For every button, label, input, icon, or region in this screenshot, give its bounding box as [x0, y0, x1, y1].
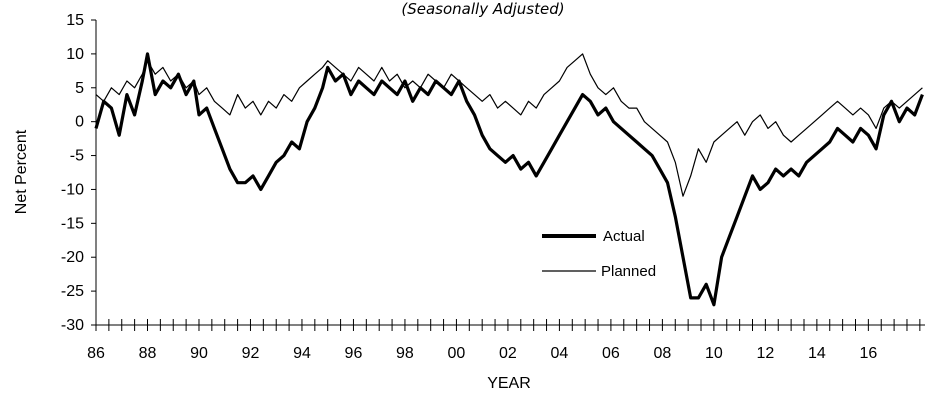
- x-tick-label: 02: [499, 345, 517, 362]
- x-tick-label: 90: [190, 345, 208, 362]
- series-line-actual: [94, 52, 924, 307]
- x-tick-label: 12: [756, 345, 774, 362]
- x-tick-label: 04: [551, 345, 569, 362]
- y-tick-label: -10: [61, 181, 84, 198]
- x-tick-label: 14: [808, 345, 826, 362]
- y-tick-label: -15: [61, 215, 84, 232]
- x-ticks: 86 88 90 92 94 96 98 00 02 04 06 08 10 12 14 16: [87, 319, 921, 362]
- x-axis-title: YEAR: [487, 375, 531, 392]
- y-tick-label: 0: [75, 114, 84, 131]
- series-layer: [94, 52, 924, 307]
- series-line-planned: [95, 53, 923, 197]
- y-tick-label: 10: [66, 46, 84, 63]
- y-tick-label: 5: [75, 80, 84, 97]
- y-axis-title: Net Percent: [13, 129, 30, 214]
- y-ticks: 15 10 5 0 -5 -10 -15 -20 -25 -30: [61, 12, 96, 334]
- x-tick-label: 08: [653, 345, 671, 362]
- y-tick-label: -20: [61, 249, 84, 266]
- legend: Actual Planned: [542, 228, 656, 280]
- y-tick-label: -25: [61, 283, 84, 300]
- legend-actual-label: Actual: [603, 228, 645, 245]
- x-tick-label: 96: [345, 345, 363, 362]
- x-tick-label: 92: [242, 345, 260, 362]
- x-tick-label: 00: [448, 345, 466, 362]
- chart-subtitle: (Seasonally Adjusted): [401, 0, 564, 18]
- x-tick-label: 98: [396, 345, 414, 362]
- y-tick-label: -30: [61, 317, 84, 334]
- x-tick-label: 16: [859, 345, 877, 362]
- x-tick-label: 86: [87, 345, 105, 362]
- x-tick-label: 06: [602, 345, 620, 362]
- x-tick-label: 94: [293, 345, 311, 362]
- y-tick-label: 15: [66, 12, 84, 29]
- x-tick-label: 88: [139, 345, 157, 362]
- legend-planned-label: Planned: [601, 263, 656, 280]
- x-tick-label: 10: [705, 345, 723, 362]
- y-tick-label: -5: [70, 148, 84, 165]
